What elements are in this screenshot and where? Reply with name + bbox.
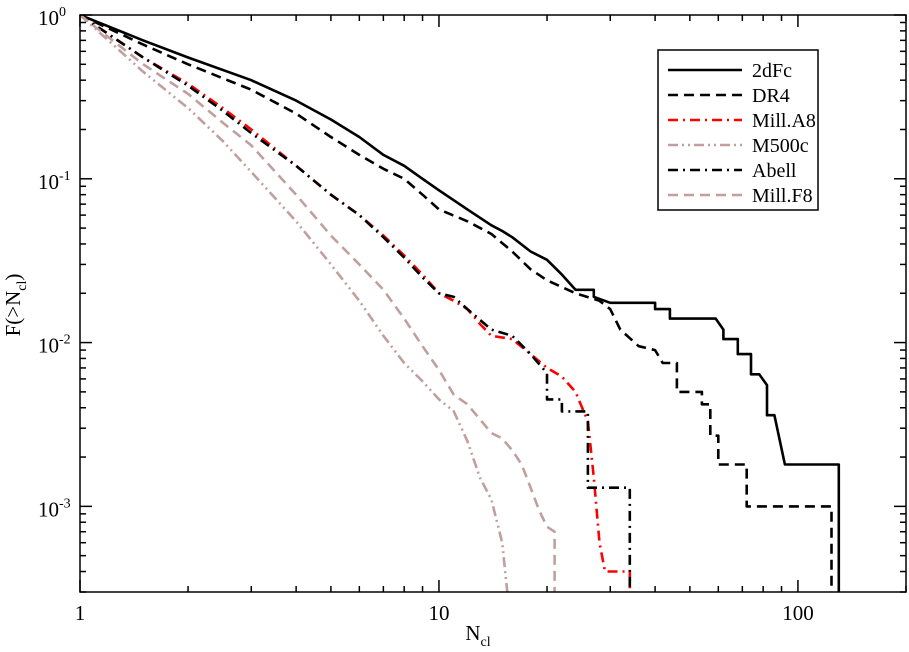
x-tick-label: 1 bbox=[75, 601, 86, 625]
legend-label: DR4 bbox=[752, 85, 790, 107]
y-tick-label: 10-3 bbox=[38, 496, 71, 521]
y-axis-label: F(>Ncl) bbox=[1, 274, 30, 337]
series-line-m500c bbox=[80, 15, 509, 592]
series-line-dr4 bbox=[80, 15, 833, 592]
x-tick-label: 100 bbox=[782, 601, 814, 625]
y-tick-label: 10-1 bbox=[38, 169, 71, 194]
series-line-2dfc bbox=[80, 15, 841, 592]
series-line-mill-a8 bbox=[80, 15, 632, 592]
plot-frame bbox=[79, 14, 907, 593]
legend-box bbox=[657, 49, 819, 211]
legend-label: M500c bbox=[752, 135, 809, 157]
legend-label: Mill.F8 bbox=[752, 185, 813, 207]
y-tick-label: 10-2 bbox=[38, 333, 71, 358]
series-layer bbox=[80, 15, 841, 592]
x-tick-label: 10 bbox=[428, 601, 449, 625]
legend-label: Mill.A8 bbox=[752, 110, 816, 132]
ticks-layer: 1 10 100 100 10-1 10-2 10-3 bbox=[38, 5, 907, 625]
legend-label: Abell bbox=[752, 160, 797, 182]
y-tick-label: 100 bbox=[38, 5, 66, 30]
x-axis-label: Ncl bbox=[465, 621, 490, 650]
legend-label: 2dFc bbox=[752, 60, 792, 82]
series-line-mill-f8 bbox=[80, 15, 556, 592]
legend: 2dFc DR4 Mill.A8 M500c Abell Mill.F8 bbox=[657, 49, 819, 211]
series-line-abell bbox=[80, 15, 632, 592]
